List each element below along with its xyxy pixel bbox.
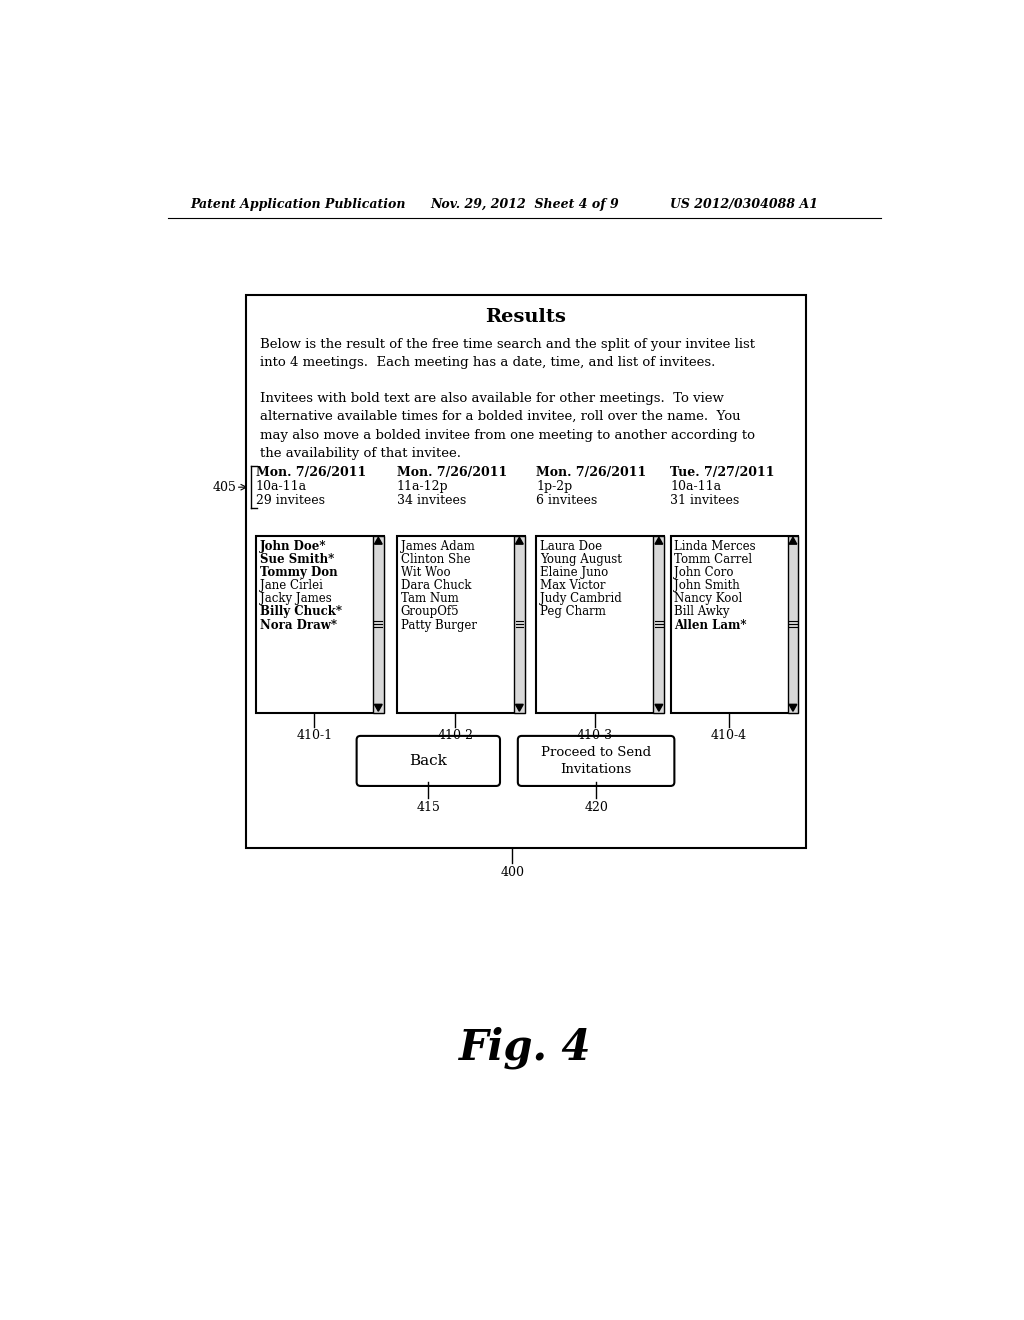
Text: US 2012/0304088 A1: US 2012/0304088 A1 [671,198,818,211]
Text: 29 invitees: 29 invitees [256,494,325,507]
Bar [514,536,525,713]
Text: John Doe*: John Doe* [260,540,327,553]
Text: Results: Results [485,308,566,326]
Text: GroupOf5: GroupOf5 [400,606,460,619]
Text: Tam Num: Tam Num [400,593,459,606]
Text: James Adam: James Adam [400,540,474,553]
Text: Jane Cirlei: Jane Cirlei [260,579,323,593]
Text: Nora Draw*: Nora Draw* [260,619,337,631]
Text: 410-2: 410-2 [437,730,473,742]
Text: Patty Burger: Patty Burger [400,619,477,631]
Text: Laura Doe: Laura Doe [541,540,602,553]
Bar [671,536,799,713]
Text: 1p-2p: 1p-2p [537,480,572,494]
Text: 410-4: 410-4 [711,730,748,742]
Text: Young August: Young August [541,553,623,566]
Text: Clinton She: Clinton She [400,553,470,566]
Text: Elaine Juno: Elaine Juno [541,566,608,579]
Polygon shape [655,537,663,544]
Text: Mon. 7/26/2011: Mon. 7/26/2011 [256,466,367,479]
Text: Tomm Carrel: Tomm Carrel [675,553,753,566]
Polygon shape [655,705,663,711]
Text: Allen Lam*: Allen Lam* [675,619,746,631]
Text: Below is the result of the free time search and the split of your invitee list
i: Below is the result of the free time sea… [260,338,755,370]
Polygon shape [375,705,382,711]
Text: Judy Cambrid: Judy Cambrid [541,593,622,606]
FancyBboxPatch shape [518,737,675,785]
Text: 415: 415 [417,801,440,814]
Text: Sue Smith*: Sue Smith* [260,553,334,566]
Polygon shape [375,537,382,544]
Text: Mon. 7/26/2011: Mon. 7/26/2011 [397,466,507,479]
Text: 400: 400 [500,866,524,879]
Text: Wit Woo: Wit Woo [400,566,451,579]
Polygon shape [790,705,797,711]
Text: Nov. 29, 2012  Sheet 4 of 9: Nov. 29, 2012 Sheet 4 of 9 [430,198,618,211]
Text: Fig. 4: Fig. 4 [459,1027,591,1069]
Text: Jacky James: Jacky James [260,593,332,606]
Text: Tue. 7/27/2011: Tue. 7/27/2011 [671,466,775,479]
Text: John Smith: John Smith [675,579,740,593]
Text: Mon. 7/26/2011: Mon. 7/26/2011 [537,466,647,479]
Text: Proceed to Send
Invitations: Proceed to Send Invitations [541,746,651,776]
Text: 34 invitees: 34 invitees [397,494,466,507]
Text: 420: 420 [584,801,608,814]
Text: Bill Awky: Bill Awky [675,606,730,619]
Bar [787,536,799,713]
Bar [246,296,806,847]
Text: 11a-12p: 11a-12p [397,480,449,494]
Text: Nancy Kool: Nancy Kool [675,593,742,606]
Text: Peg Charm: Peg Charm [541,606,606,619]
Text: Max Victor: Max Victor [541,579,606,593]
Text: 10a-11a: 10a-11a [671,480,722,494]
Text: Invitees with bold text are also available for other meetings.  To view
alternat: Invitees with bold text are also availab… [260,392,755,461]
Text: Patent Application Publication: Patent Application Publication [190,198,406,211]
Bar [397,536,524,713]
Text: Billy Chuck*: Billy Chuck* [260,606,342,619]
Text: 31 invitees: 31 invitees [671,494,739,507]
Text: Tommy Don: Tommy Don [260,566,337,579]
Text: 410-1: 410-1 [296,730,333,742]
Bar [653,536,665,713]
Polygon shape [515,537,523,544]
Polygon shape [790,537,797,544]
Text: 410-3: 410-3 [577,730,613,742]
Bar [373,536,384,713]
FancyBboxPatch shape [356,737,500,785]
Bar [256,536,384,713]
Text: 6 invitees: 6 invitees [537,494,598,507]
Text: Back: Back [410,754,447,768]
Text: Linda Merces: Linda Merces [675,540,756,553]
Text: 10a-11a: 10a-11a [256,480,307,494]
Text: John Coro: John Coro [675,566,734,579]
Text: 405: 405 [212,480,237,494]
Bar [537,536,665,713]
Polygon shape [515,705,523,711]
Text: Dara Chuck: Dara Chuck [400,579,471,593]
